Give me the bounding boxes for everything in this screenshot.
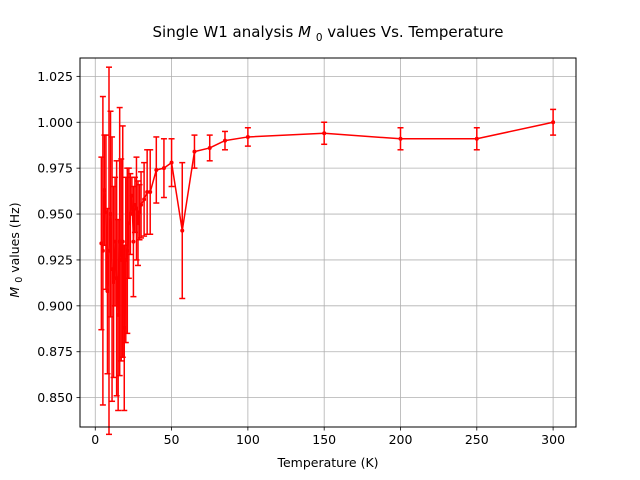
data-series — [98, 66, 557, 436]
data-point — [192, 149, 197, 154]
y-tick-label: 0.850 — [37, 390, 73, 405]
data-point — [398, 136, 403, 141]
grid — [80, 58, 576, 427]
data-point — [180, 228, 185, 233]
data-point — [145, 190, 150, 195]
data-point — [120, 239, 125, 244]
data-point — [142, 197, 147, 202]
data-point — [139, 202, 144, 207]
data-point — [169, 160, 174, 165]
data-point — [161, 166, 166, 171]
data-point — [154, 167, 159, 172]
x-tick-label: 200 — [389, 432, 413, 447]
y-tick-label: 0.975 — [37, 161, 73, 176]
x-tick-label: 100 — [236, 432, 260, 447]
y-axis-label-math-sub: 0 — [14, 277, 25, 283]
x-tick-label: 50 — [164, 432, 180, 447]
data-point — [551, 120, 556, 125]
data-point — [207, 145, 212, 150]
x-axis-label: Temperature (K) — [276, 455, 378, 470]
y-tick-label: 1.000 — [37, 115, 73, 130]
data-point — [322, 131, 327, 136]
x-tick-label: 150 — [312, 432, 336, 447]
chart-title-suffix: values Vs. Temperature — [327, 23, 503, 41]
data-point — [131, 239, 136, 244]
x-tick-label: 250 — [465, 432, 489, 447]
chart-title-prefix: Single W1 analysis — [153, 23, 294, 41]
x-tick-label: 0 — [91, 432, 99, 447]
chart-title: Single W1 analysis M 0 values Vs. Temper… — [153, 23, 504, 45]
chart-title-math: M — [298, 23, 311, 41]
y-axis-label-suffix: values (Hz) — [7, 202, 22, 272]
x-tick-label: 300 — [541, 432, 565, 447]
chart-title-math-sub: 0 — [316, 32, 323, 44]
data-point — [222, 138, 227, 143]
y-tick-label: 0.875 — [37, 344, 73, 359]
data-point — [100, 248, 105, 253]
data-point — [474, 136, 479, 141]
y-tick-label: 1.025 — [37, 69, 73, 84]
y-tick-label: 0.950 — [37, 207, 73, 222]
data-point — [148, 190, 153, 195]
y-axis-label-math: M — [7, 287, 22, 298]
ticks: 0 50 100 150 200 250 300 0.850 0.875 0.900 0.925 0.… — [37, 69, 565, 447]
data-point — [245, 134, 250, 139]
y-tick-label: 0.925 — [37, 252, 73, 267]
axes-frame — [79, 57, 577, 428]
y-tick-label: 0.900 — [37, 298, 73, 313]
y-axis-label: M 0 values (Hz) — [7, 202, 25, 297]
